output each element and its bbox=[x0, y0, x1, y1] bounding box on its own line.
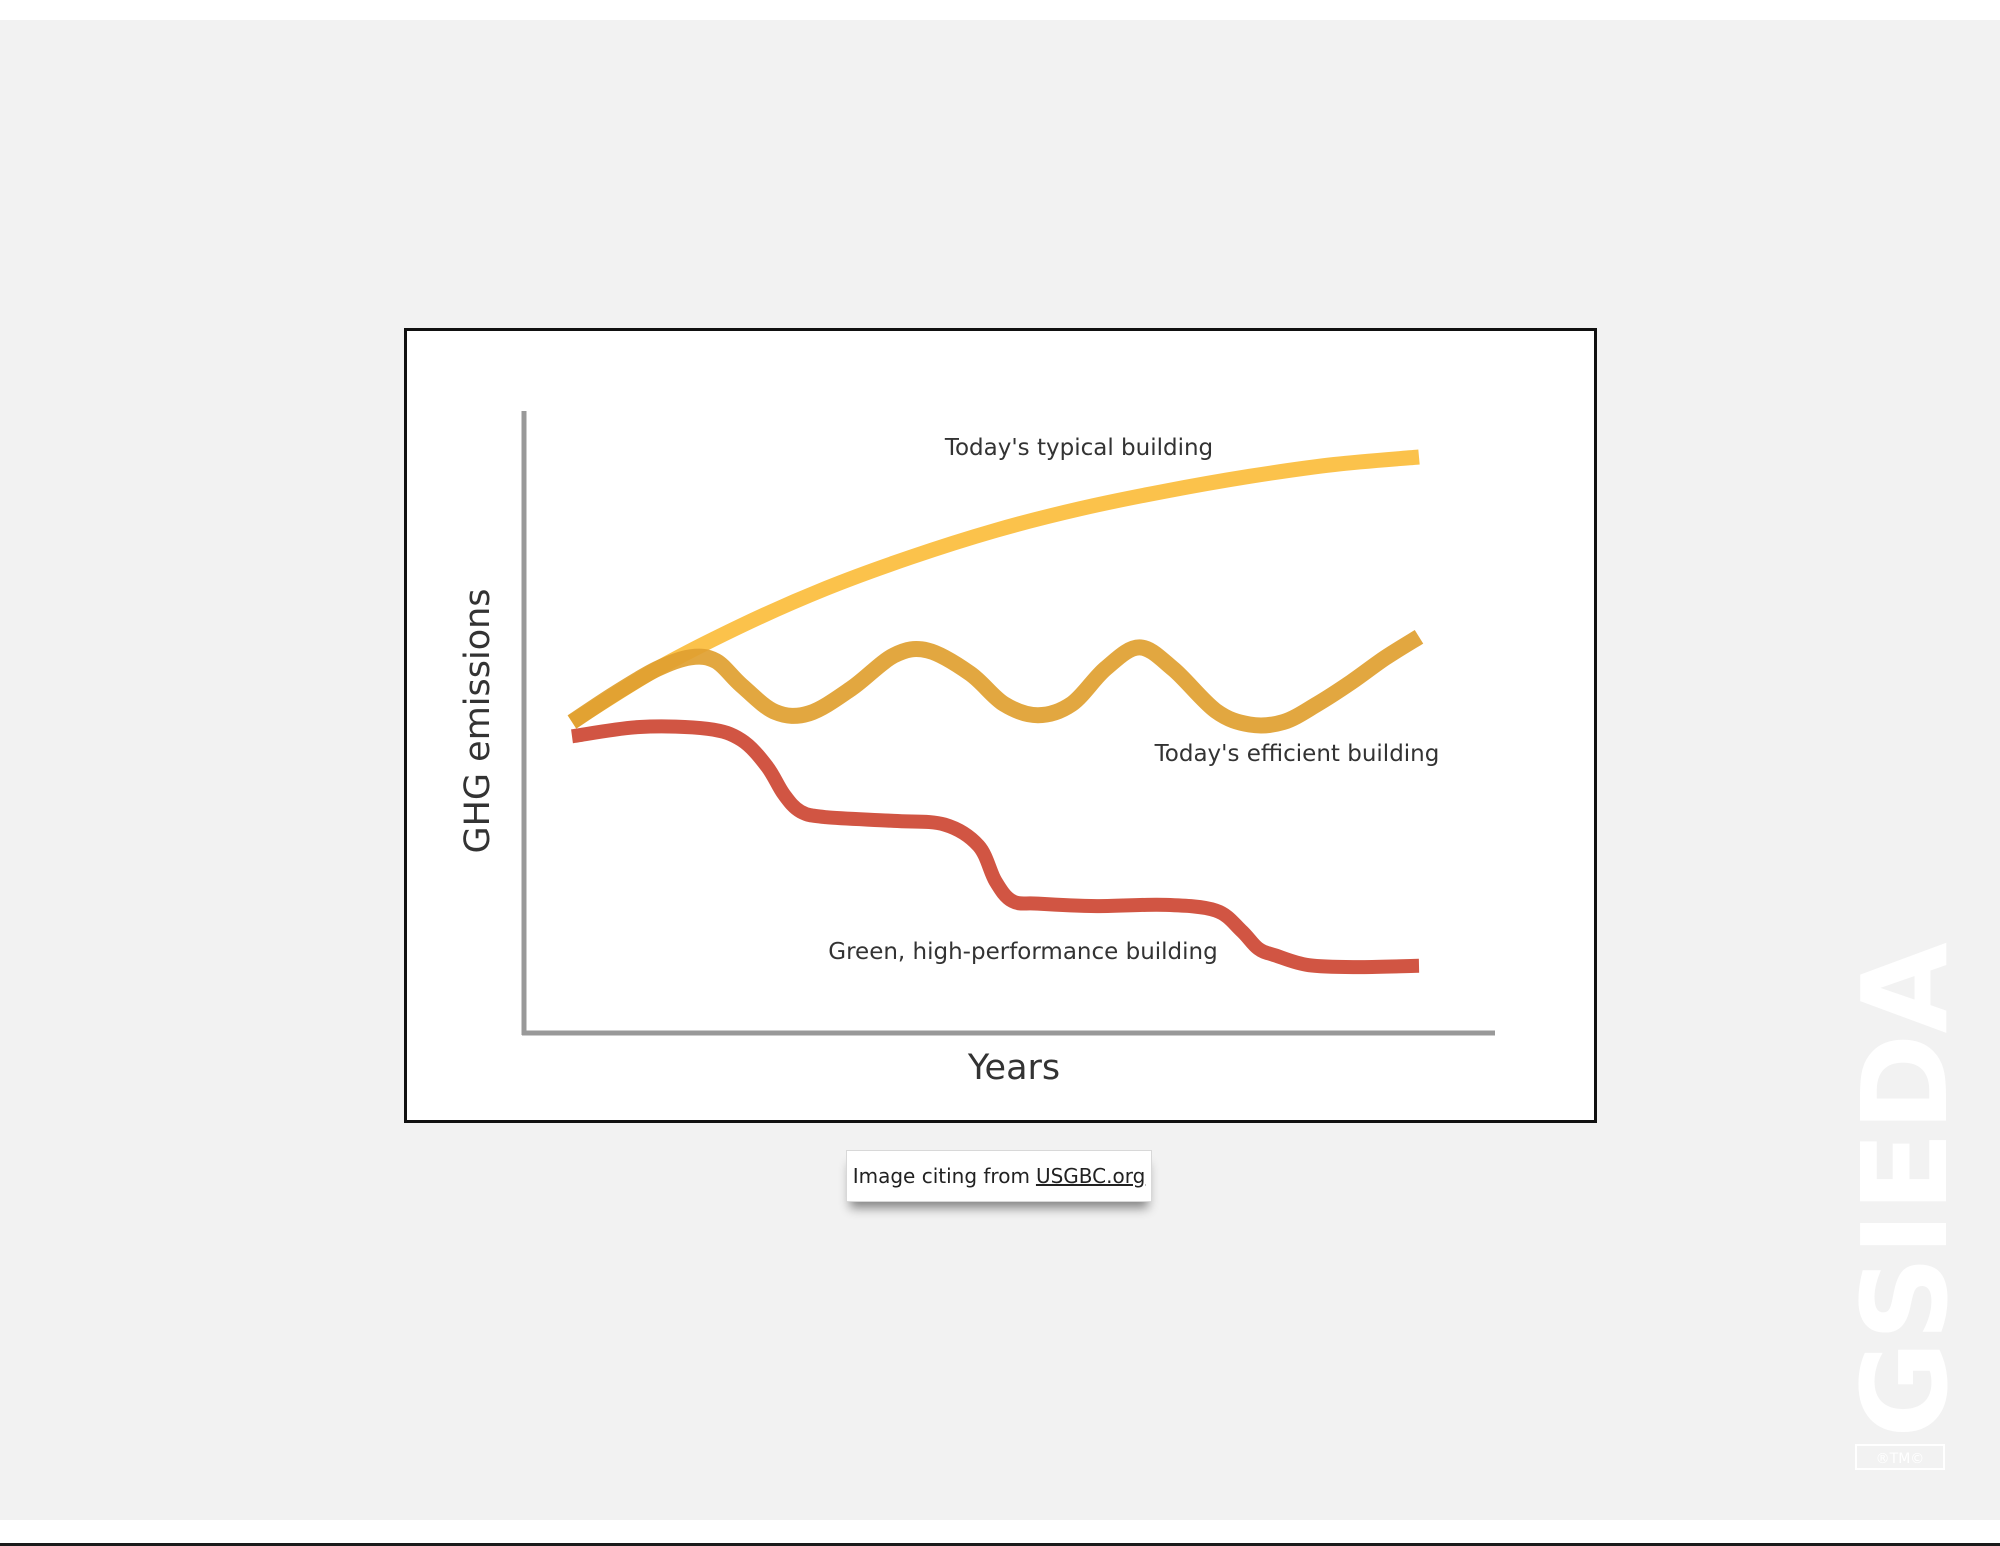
chart-canvas: Years GHG emissions Today's typical buil… bbox=[458, 411, 1495, 1088]
series-efficient-building bbox=[567, 630, 1424, 734]
watermark-text: GSIEDA bbox=[1836, 942, 1966, 1438]
gsieda-watermark: GSIEDA ®TM© bbox=[1836, 900, 1966, 1480]
series-typical-building bbox=[568, 449, 1420, 729]
series-green-building bbox=[571, 719, 1420, 975]
series-layer bbox=[567, 449, 1424, 975]
series-label-typical: Today's typical building bbox=[944, 435, 1213, 461]
usgbc-link[interactable]: USGBC.org bbox=[1035, 1164, 1146, 1188]
caption-text: Image citing from bbox=[852, 1164, 1030, 1188]
y-axis-label: GHG emissions bbox=[458, 588, 498, 853]
x-axis-label: Years bbox=[967, 1048, 1060, 1088]
ghg-emissions-chart: Years GHG emissions Today's typical buil… bbox=[404, 328, 1597, 1123]
image-citation-caption: Image citing from USGBC.org bbox=[846, 1150, 1152, 1202]
bottom-rule bbox=[0, 1543, 2000, 1546]
series-label-efficient: Today's efficient building bbox=[1154, 741, 1440, 767]
bottom-strip bbox=[0, 1520, 2000, 1546]
watermark-marks: ®TM© bbox=[1876, 1451, 1925, 1467]
watermark-logo: GSIEDA ®TM© bbox=[1836, 942, 1966, 1470]
watermark-badge bbox=[1855, 1444, 1945, 1470]
series-label-green: Green, high-performance building bbox=[828, 939, 1217, 965]
